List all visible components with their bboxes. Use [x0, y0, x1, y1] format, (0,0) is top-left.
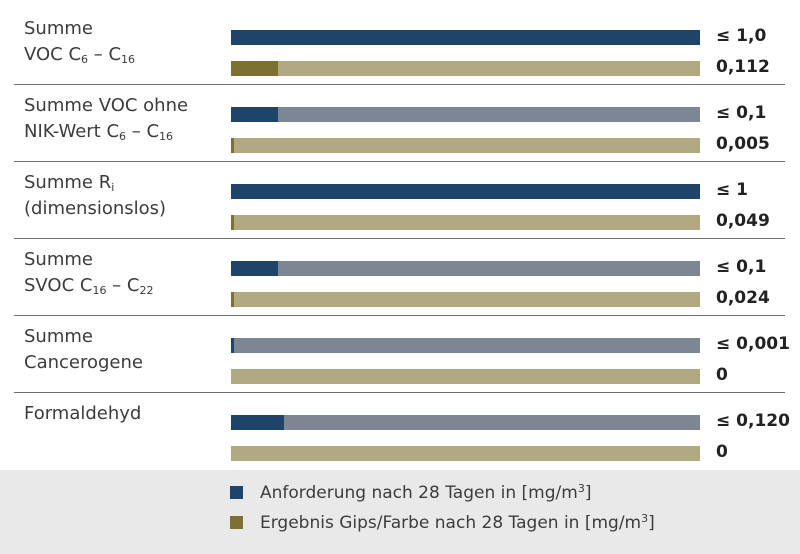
label-text: Summe R [24, 172, 112, 193]
requirement-value-label: ≤ 0,1 [716, 103, 767, 123]
legend-label-result: Ergebnis Gips/Farbe nach 28 Tagen in [mg… [260, 513, 642, 533]
chart-row: Formaldehyd ≤ 0,120 0 [0, 393, 800, 470]
result-value-label: 0,005 [716, 134, 770, 154]
row-divider [14, 84, 785, 85]
category-label-line: NIK-Wert C6 – C16 [24, 119, 219, 145]
category-label: Summe VOC ohne NIK-Wert C6 – C16 [24, 93, 219, 145]
label-text: Summe [24, 18, 93, 39]
label-subscript: 6 [81, 53, 89, 66]
result-value-label: 0 [716, 365, 728, 385]
result-value-label: 0,024 [716, 288, 770, 308]
label-text: (dimensionslos) [24, 198, 167, 219]
label-text: VOC C [24, 44, 82, 65]
chart-row: Summe SVOC C16 – C22 ≤ 0,1 0,024 [0, 239, 800, 316]
category-label-line: Summe VOC ohne [24, 93, 219, 119]
requirement-bar-track [231, 30, 700, 45]
category-label: Summe Cancerogene [24, 324, 219, 376]
chart-row: Summe Ri (dimensionslos) ≤ 1 0,049 [0, 162, 800, 239]
requirement-bar-track [231, 107, 700, 122]
bar-chart: Summe VOC C6 – C16 ≤ 1,0 0,112 Summe VOC ohn… [0, 0, 800, 470]
label-text: Formaldehyd [24, 403, 142, 424]
label-text: Summe VOC ohne [24, 95, 189, 116]
result-value-label: 0,049 [716, 211, 770, 231]
result-bar-track [231, 61, 700, 76]
requirement-bar [231, 415, 284, 430]
category-label: Summe VOC C6 – C16 [24, 16, 219, 68]
row-divider [14, 392, 785, 393]
requirement-bar [231, 107, 278, 122]
requirement-value-label: ≤ 1 [716, 180, 748, 200]
label-subscript: 22 [139, 284, 154, 297]
result-bar [231, 215, 234, 230]
label-text: NIK-Wert C [24, 121, 120, 142]
category-label: Summe SVOC C16 – C22 [24, 247, 219, 299]
chart-row: Summe VOC ohne NIK-Wert C6 – C16 ≤ 0,1 0,00… [0, 85, 800, 162]
category-label-line: Summe [24, 16, 219, 42]
label-subscript: 16 [159, 130, 174, 143]
requirement-value-label: ≤ 1,0 [716, 26, 767, 46]
requirement-bar-track [231, 338, 700, 353]
label-text: Summe [24, 249, 93, 270]
row-divider [14, 238, 785, 239]
label-text: – C [126, 121, 160, 142]
label-text: – C [106, 275, 140, 296]
requirement-bar-track [231, 184, 700, 199]
result-bar [231, 292, 234, 307]
legend-item-result: Ergebnis Gips/Farbe nach 28 Tagen in [mg… [230, 513, 655, 533]
label-subscript: 16 [92, 284, 107, 297]
result-bar-track [231, 215, 700, 230]
requirement-value-label: ≤ 0,001 [716, 334, 790, 354]
row-divider [14, 315, 785, 316]
label-text: Summe [24, 326, 93, 347]
chart-row: Summe Cancerogene ≤ 0,001 0 [0, 316, 800, 393]
result-bar-track [231, 369, 700, 384]
requirement-bar [231, 338, 234, 353]
requirement-bar-track [231, 415, 700, 430]
legend-item-requirement: Anforderung nach 28 Tagen in [mg/m3] [230, 483, 591, 503]
label-text: Cancerogene [24, 352, 143, 373]
requirement-bar-track [231, 261, 700, 276]
category-label: Summe Ri (dimensionslos) [24, 170, 219, 222]
category-label: Formaldehyd [24, 401, 219, 427]
requirement-bar [231, 184, 700, 199]
category-label-line: SVOC C16 – C22 [24, 273, 219, 299]
requirement-bar [231, 30, 700, 45]
legend-swatch-result [230, 516, 243, 529]
category-label-line: VOC C6 – C16 [24, 42, 219, 68]
result-value-label: 0 [716, 442, 728, 462]
result-bar [231, 138, 234, 153]
label-subscript: 16 [121, 53, 136, 66]
category-label-line: Summe [24, 324, 219, 350]
chart-row: Summe VOC C6 – C16 ≤ 1,0 0,112 [0, 8, 800, 85]
category-label-line: Summe [24, 247, 219, 273]
legend-swatch-requirement [230, 486, 243, 499]
result-bar [231, 61, 278, 76]
requirement-bar [231, 261, 278, 276]
legend-label-requirement: Anforderung nach 28 Tagen in [mg/m [260, 483, 578, 503]
legend: Anforderung nach 28 Tagen in [mg/m3] Erg… [0, 470, 800, 554]
result-bar-track [231, 292, 700, 307]
category-label-line: Cancerogene [24, 350, 219, 376]
result-bar-track [231, 446, 700, 461]
category-label-line: (dimensionslos) [24, 196, 219, 222]
label-text: SVOC C [24, 275, 93, 296]
category-label-line: Formaldehyd [24, 401, 219, 427]
label-text: – C [88, 44, 122, 65]
requirement-value-label: ≤ 0,120 [716, 411, 790, 431]
row-divider [14, 161, 785, 162]
requirement-value-label: ≤ 0,1 [716, 257, 767, 277]
label-subscript: i [111, 181, 115, 194]
result-bar-track [231, 138, 700, 153]
category-label-line: Summe Ri [24, 170, 219, 196]
label-subscript: 6 [119, 130, 127, 143]
result-value-label: 0,112 [716, 57, 770, 77]
